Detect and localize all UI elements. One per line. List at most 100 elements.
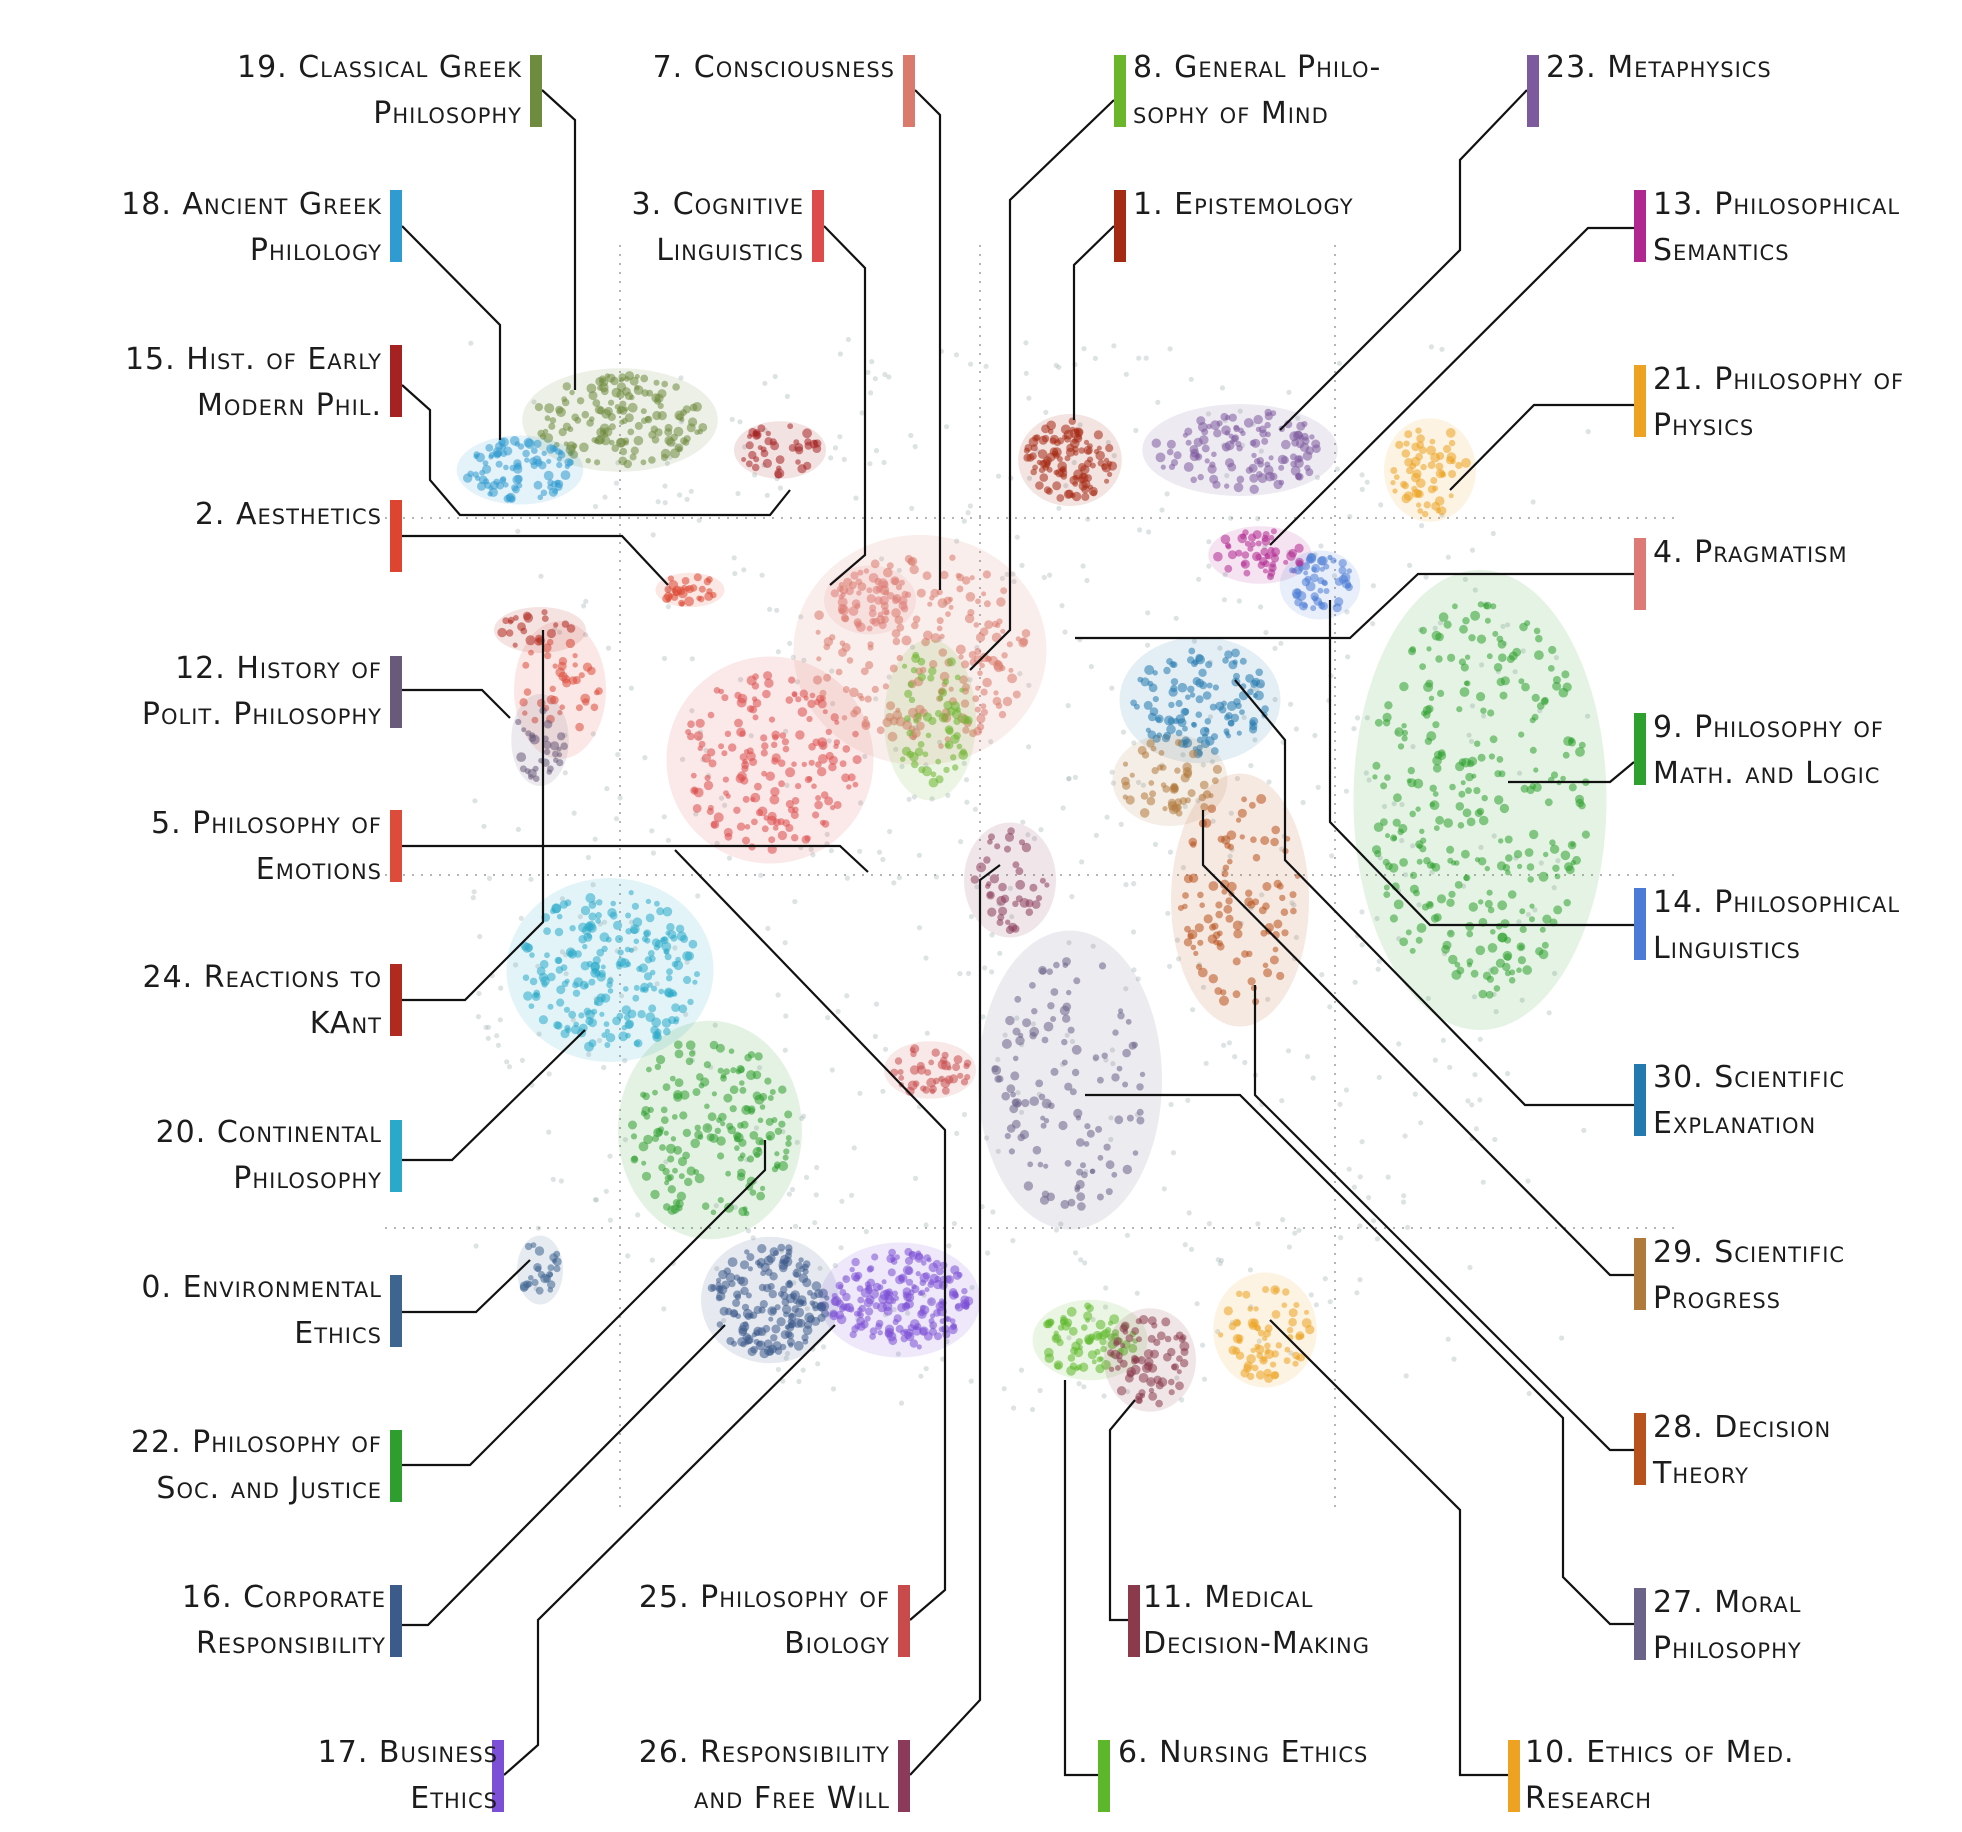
background-point (989, 969, 995, 975)
cluster-12-point (543, 740, 552, 750)
background-point (1056, 505, 1062, 511)
cluster-16-point (747, 1266, 754, 1272)
background-point (828, 455, 834, 461)
cluster-6-point (1096, 1356, 1103, 1363)
background-point (1351, 726, 1357, 732)
cluster-9-point (1383, 884, 1390, 891)
background-point (1315, 784, 1321, 791)
cluster-9-point (1563, 736, 1573, 746)
cluster-22-point (673, 1092, 683, 1102)
cluster-22-point (671, 1114, 678, 1120)
cluster-19-point (640, 374, 649, 383)
cluster-1-point (1038, 467, 1046, 474)
cluster-24 (494, 607, 586, 653)
cluster-14-point (1322, 580, 1328, 587)
cluster-27-point (1097, 1076, 1104, 1084)
cluster-28-point (1215, 901, 1223, 909)
cluster-27-point (1105, 1188, 1113, 1196)
cluster-19-point (542, 428, 549, 435)
cluster-3-point (749, 758, 758, 766)
background-point (983, 363, 989, 369)
cluster-2-point (672, 585, 683, 596)
background-point (1209, 759, 1215, 765)
cluster-21-point (1418, 446, 1427, 454)
cluster-19-point (634, 421, 643, 430)
cluster-26-point (1044, 882, 1050, 888)
cluster-18-point (487, 491, 493, 497)
background-point (1258, 448, 1264, 454)
background-point (1304, 1054, 1311, 1060)
cluster-16-point (735, 1313, 741, 1319)
cluster-23-point (1251, 438, 1261, 448)
background-point (1265, 996, 1271, 1002)
background-point (792, 899, 798, 905)
background-point (558, 1178, 565, 1184)
cluster-20-point (683, 975, 692, 985)
background-point (1168, 1101, 1174, 1108)
cluster-22-point (660, 1116, 669, 1124)
cluster-16-point (777, 1243, 786, 1252)
background-point (837, 351, 844, 357)
cluster-9-point (1467, 756, 1478, 766)
cluster-19-point (670, 448, 680, 459)
cluster-27-point (1037, 1161, 1044, 1168)
cluster-27-point (1021, 1099, 1030, 1108)
cluster-21-point (1415, 490, 1424, 499)
background-point (1109, 685, 1115, 691)
cluster-17-point (882, 1301, 893, 1312)
background-point (1079, 859, 1085, 865)
leader-line-23 (1279, 89, 1528, 431)
cluster-13-point (1250, 541, 1256, 548)
cluster-9-point (1568, 783, 1577, 792)
cluster-14-point (1294, 588, 1301, 595)
cluster-21-point (1416, 502, 1422, 508)
cluster-21-point (1390, 467, 1398, 474)
background-point (772, 373, 778, 380)
swatch-0 (390, 1275, 402, 1347)
cluster-3-point (713, 812, 724, 823)
topic-3-line2: Linguistics (656, 233, 804, 268)
cluster-9-point (1458, 790, 1466, 798)
cluster-27-point (1053, 961, 1060, 969)
cluster-25-point (960, 1078, 969, 1086)
topic-22-line1: 22. Philosophy of (130, 1425, 382, 1460)
cluster-23-point (1233, 425, 1240, 433)
cluster-29-point (1148, 780, 1155, 786)
topic-10-line2: Research (1525, 1781, 1653, 1816)
cluster-22-point (685, 1057, 694, 1066)
cluster-19-point (697, 428, 703, 435)
background-point (868, 390, 874, 396)
cluster-28-point (1220, 989, 1227, 996)
background-point (1123, 986, 1129, 992)
cluster-29-point (1198, 793, 1207, 802)
background-point (873, 1001, 880, 1007)
cluster-8-point (914, 712, 922, 720)
background-point (618, 993, 625, 999)
background-point (826, 738, 832, 744)
cluster-7-point (958, 654, 964, 660)
background-point (1232, 1054, 1238, 1060)
cluster-9-point (1425, 704, 1434, 714)
cluster-9-point (1488, 753, 1495, 760)
cluster-7-point (1000, 587, 1008, 595)
cluster-7-point (965, 592, 976, 602)
cluster-20-point (559, 900, 568, 909)
cluster-7-point (959, 675, 968, 684)
cluster-9-point (1527, 876, 1534, 883)
cluster-21-point (1430, 452, 1440, 463)
background-point (475, 1014, 482, 1020)
cluster-12-point (524, 768, 531, 775)
background-point (838, 1245, 844, 1251)
background-point (880, 856, 886, 863)
background-point (1066, 776, 1072, 782)
cluster-20-point (673, 1018, 679, 1025)
cluster-1-point (1087, 443, 1093, 449)
cluster-23-point (1251, 452, 1257, 459)
cluster-10-point (1232, 1334, 1242, 1344)
background-point (1105, 439, 1111, 446)
cluster-27-point (1071, 1068, 1080, 1077)
cluster-22-point (663, 1130, 669, 1136)
cluster-23-point (1216, 420, 1223, 427)
background-point (1031, 835, 1038, 842)
background-point (911, 794, 917, 800)
